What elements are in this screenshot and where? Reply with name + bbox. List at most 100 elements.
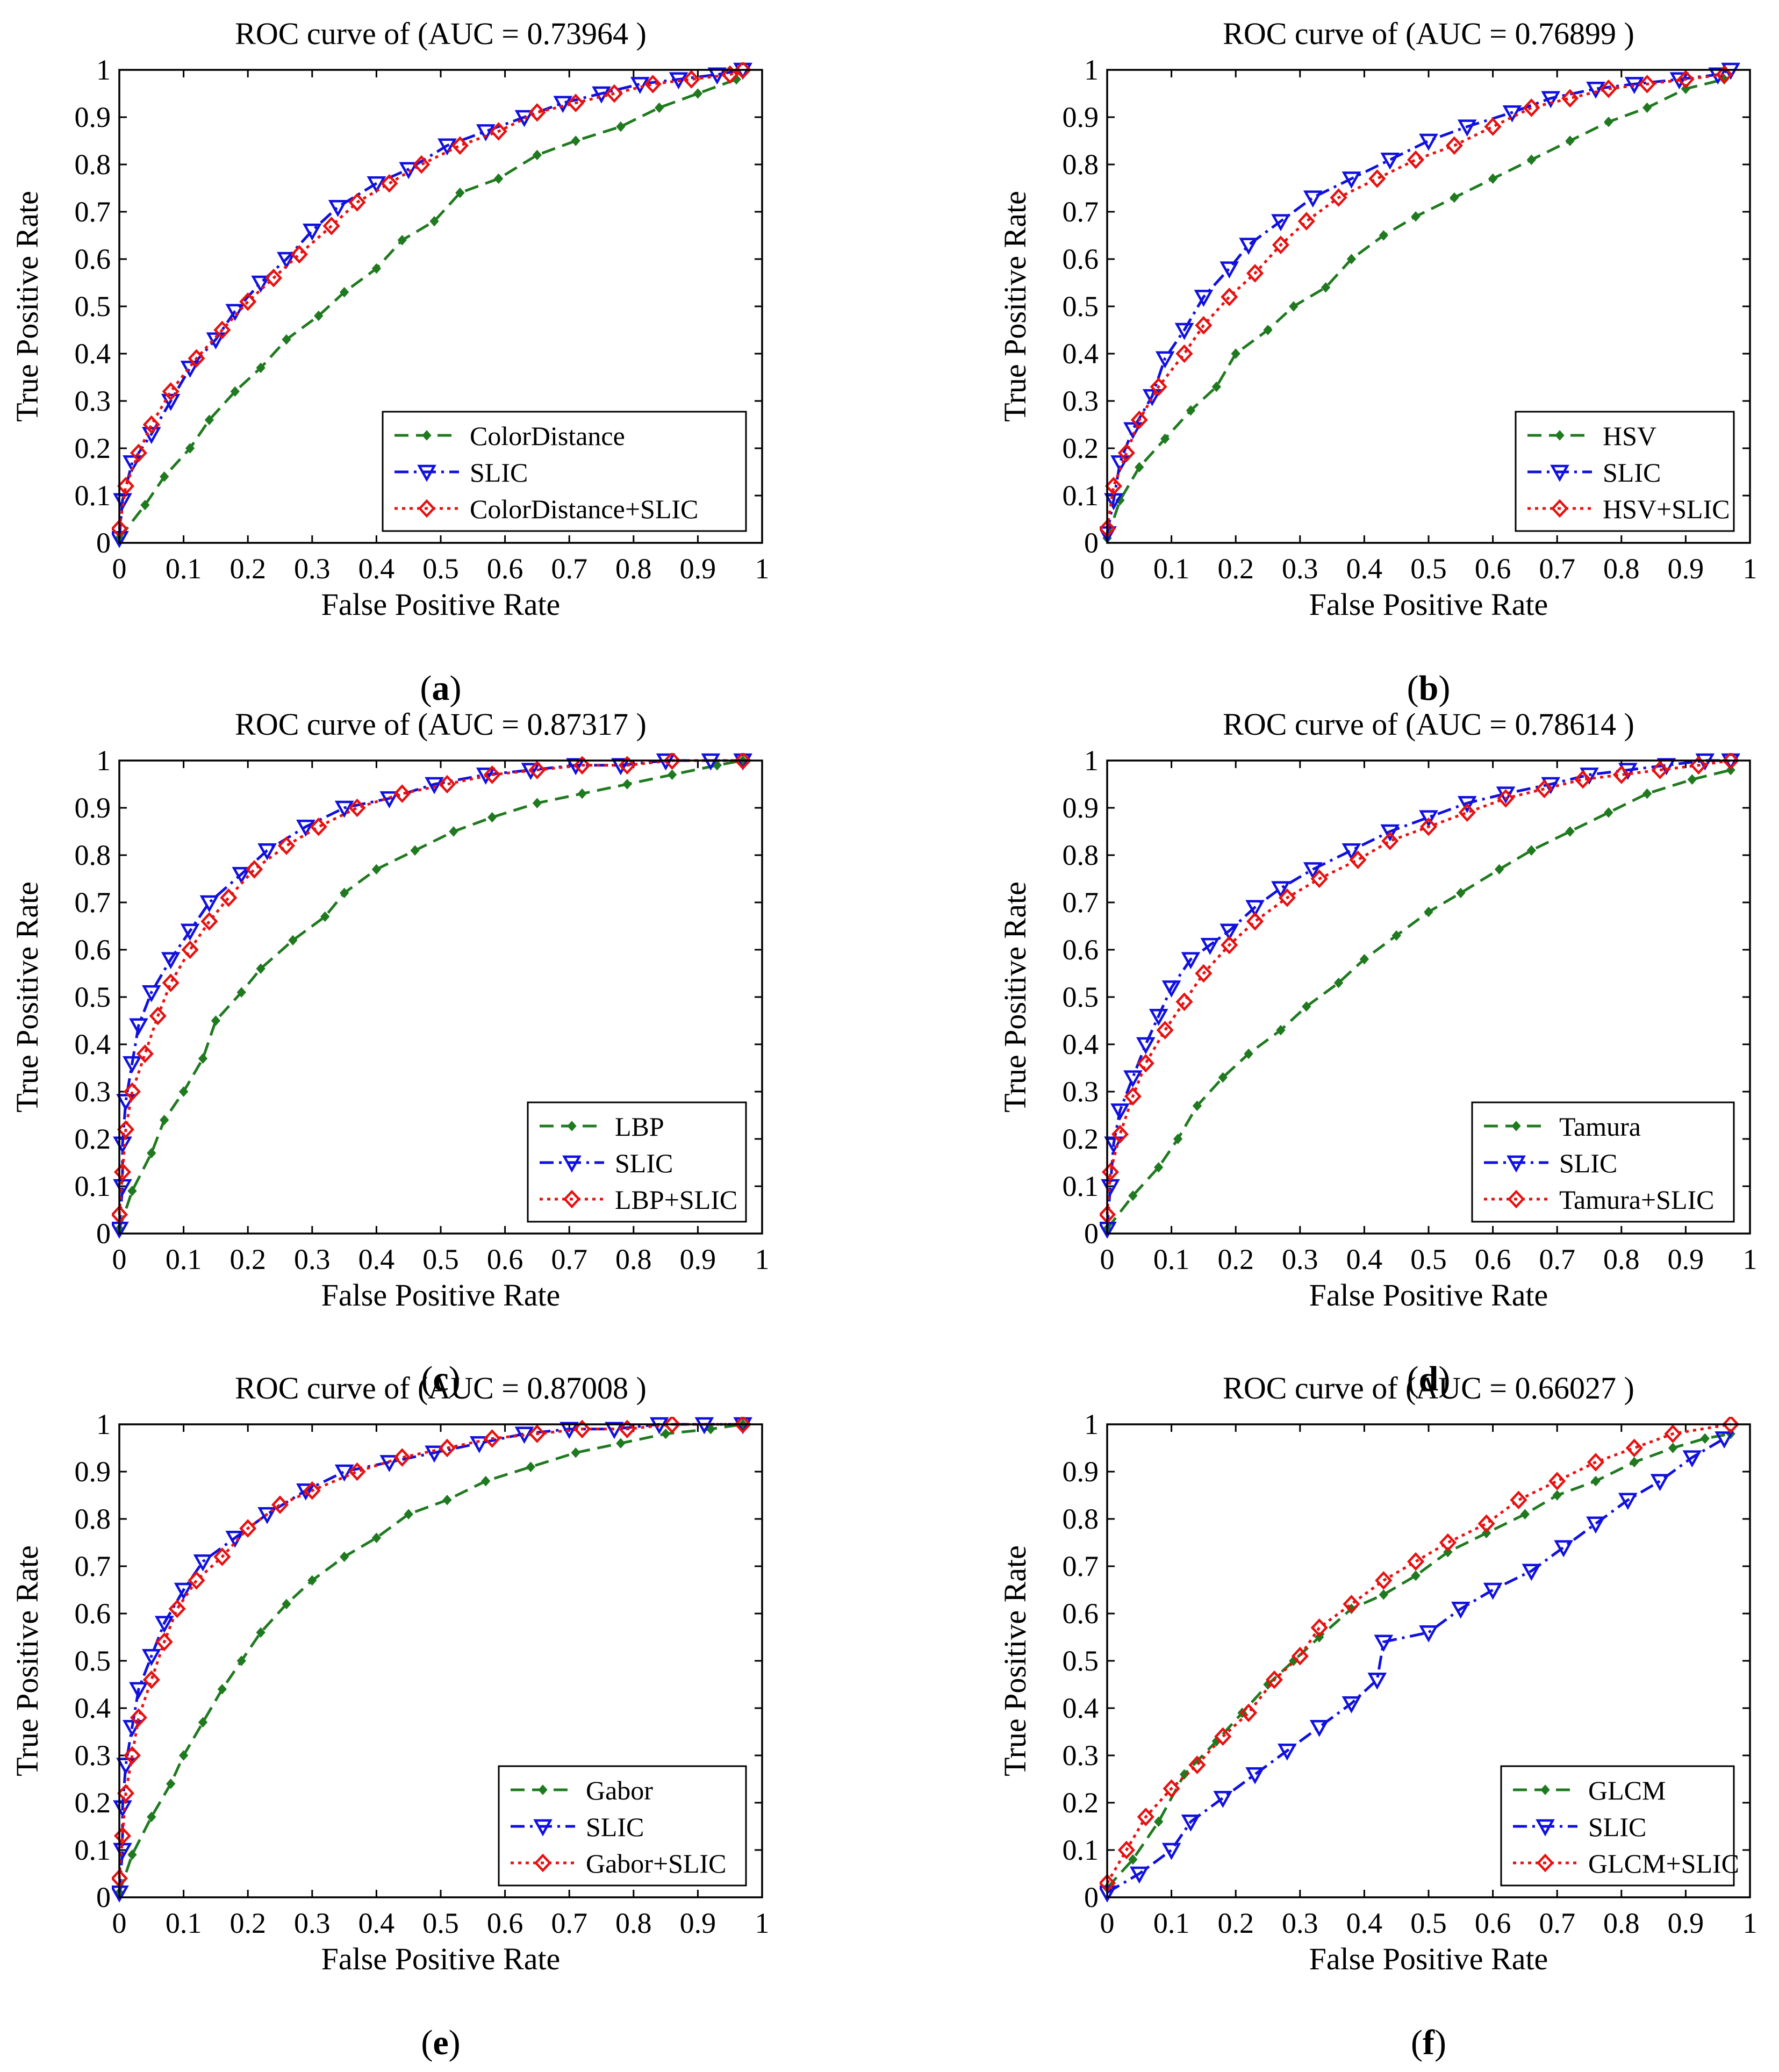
- series-point: [413, 155, 431, 174]
- series-point: [130, 443, 147, 463]
- series-point: [1587, 1453, 1605, 1472]
- series-point: [1155, 351, 1175, 369]
- y-tick-label: 0.3: [75, 1739, 111, 1772]
- x-tick-label: 0.9: [680, 1243, 716, 1275]
- series-point: [1380, 152, 1400, 170]
- series-point: [1188, 1755, 1206, 1774]
- series-point: [1419, 133, 1438, 151]
- series-point: [123, 1056, 142, 1073]
- series-point: [296, 819, 315, 837]
- series-point: [1271, 214, 1290, 232]
- y-tick-label: 0.2: [1063, 1123, 1099, 1155]
- legend: HSV SLIC HSV+SLIC: [1515, 411, 1735, 532]
- legend-label: SLIC: [586, 1812, 644, 1842]
- series-point: [1477, 1514, 1495, 1533]
- series-point: [577, 788, 587, 799]
- series-point: [213, 320, 231, 340]
- roc-panel-b: ROC curve of (AUC = 0.76899 ) 0 0.1 0.2 0.3 0…: [998, 16, 1758, 708]
- legend: LBP SLIC LBP+SLIC: [527, 1101, 747, 1223]
- y-tick-label: 1: [96, 1408, 111, 1440]
- y-tick-label: 0.5: [1063, 290, 1099, 322]
- roc-panel-c: ROC curve of (AUC = 0.87317 ) 0 0.1 0.2 0.3 0…: [10, 707, 770, 1399]
- series-point: [1321, 282, 1331, 293]
- series-point: [592, 86, 611, 104]
- x-tick-label: 0.3: [1282, 553, 1318, 585]
- series-point: [1110, 1103, 1130, 1121]
- x-tick-label: 0.7: [551, 553, 587, 585]
- legend-marker: [534, 1853, 552, 1873]
- legend-label: SLIC: [1603, 457, 1661, 487]
- series-point: [1522, 1564, 1541, 1581]
- series-point: [1101, 1163, 1120, 1181]
- series-point: [1221, 935, 1238, 955]
- roc-panel-d: ROC curve of (AUC = 0.78614 ) 0 0.1 0.2 0.3 0…: [998, 707, 1758, 1399]
- series-point: [334, 1464, 354, 1482]
- series-point: [1297, 212, 1315, 231]
- series-layer: [1100, 62, 1740, 544]
- x-tick-label: 0.5: [1410, 1243, 1447, 1275]
- panel-letter: d: [1419, 1359, 1439, 1399]
- series-point: [1375, 1571, 1393, 1590]
- series-point: [239, 1519, 257, 1538]
- series-point: [438, 775, 456, 794]
- legend-label: GLCM: [1588, 1775, 1666, 1805]
- panel-label: (a): [420, 669, 462, 708]
- y-axis-label: True Positive Rate: [10, 881, 45, 1113]
- series-point: [141, 1648, 161, 1666]
- series-point: [1642, 788, 1652, 799]
- series-point: [1302, 1001, 1311, 1012]
- roc-panel-e: ROC curve of (AUC = 0.87008 ) 0 0.1 0.2 0.3 0…: [10, 1371, 770, 2062]
- series-point: [113, 1163, 132, 1181]
- series-point: [1677, 70, 1695, 89]
- y-tick-label: 1: [1084, 744, 1099, 777]
- series-line-colordistance-slic: [118, 68, 743, 529]
- series-point: [532, 149, 542, 161]
- series-line-slic: [118, 759, 743, 1229]
- y-tick-label: 0: [96, 1881, 111, 1913]
- y-tick-label: 0.9: [1063, 792, 1099, 824]
- series-point: [1245, 1767, 1265, 1784]
- series-point: [1664, 1424, 1682, 1443]
- series-point: [1374, 1634, 1394, 1652]
- series-point: [1278, 1743, 1297, 1761]
- series-point: [1424, 906, 1433, 917]
- x-tick-label: 0.7: [1539, 1907, 1575, 1939]
- series-point: [1136, 1037, 1156, 1055]
- series-point: [161, 393, 181, 411]
- series-point: [256, 362, 266, 374]
- series-point: [1700, 1433, 1710, 1444]
- series-point: [1194, 290, 1214, 307]
- series-point: [142, 415, 160, 434]
- series-point: [481, 1475, 491, 1487]
- y-tick-label: 1: [1084, 1408, 1099, 1440]
- series-point: [605, 84, 623, 103]
- series-point: [1195, 316, 1213, 335]
- series-point: [1123, 422, 1143, 440]
- y-tick-label: 0.3: [1063, 385, 1099, 417]
- series-point: [1687, 774, 1697, 785]
- series-point: [181, 940, 199, 959]
- legend-label: LBP: [615, 1112, 664, 1142]
- series-point: [693, 88, 703, 99]
- series-point: [616, 121, 626, 132]
- legend-marker: [1511, 1121, 1521, 1131]
- series-point: [654, 102, 664, 113]
- series-point: [1174, 322, 1194, 340]
- series-point: [1276, 1024, 1286, 1036]
- series-point: [1411, 211, 1421, 222]
- series-point: [1265, 1670, 1283, 1689]
- series-point: [185, 443, 195, 454]
- panel-paren-close: ): [1438, 669, 1450, 708]
- y-tick-label: 0.9: [1063, 101, 1099, 133]
- series-point: [1289, 301, 1299, 312]
- series-point: [734, 62, 752, 80]
- x-tick-label: 0.4: [1346, 1907, 1383, 1939]
- legend-marker: [1555, 430, 1565, 441]
- series-point: [178, 1750, 189, 1761]
- series-point: [1604, 807, 1613, 818]
- y-tick-label: 0: [96, 527, 111, 559]
- series-point: [442, 1495, 452, 1505]
- series-point: [161, 952, 181, 970]
- series-line-gabor-slic: [118, 1423, 743, 1879]
- series-point: [129, 1682, 148, 1700]
